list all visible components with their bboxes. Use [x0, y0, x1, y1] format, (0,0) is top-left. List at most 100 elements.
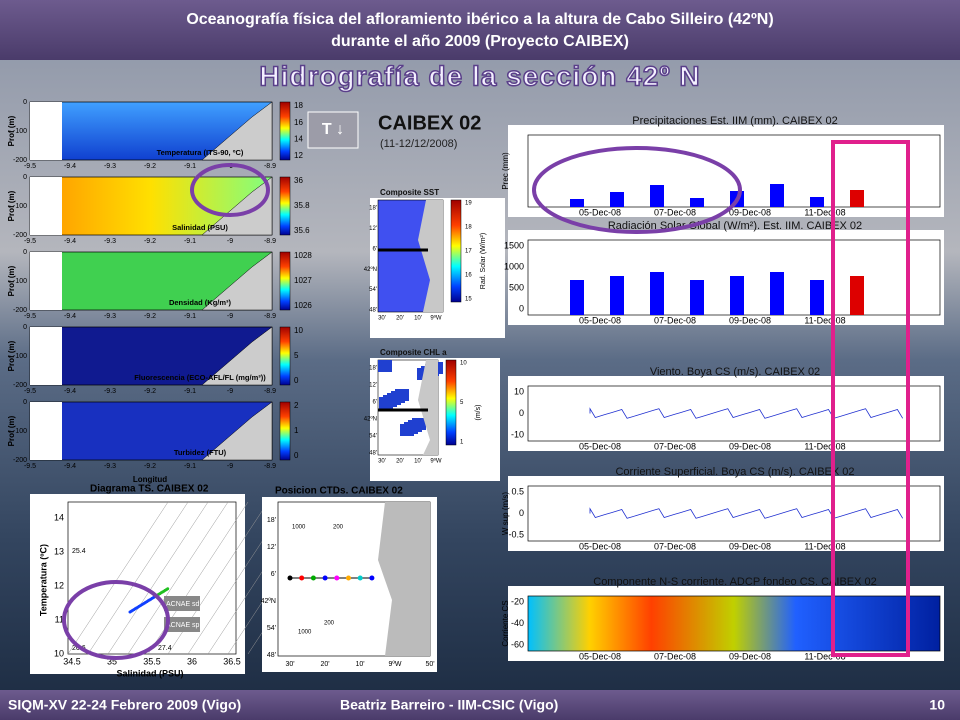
y-axis-label: Temperatura (ºC) [38, 544, 48, 616]
ts-panel-title: Precipitaciones Est. IIM (mm). CAIBEX 02 [632, 115, 837, 127]
x-tick-label: 07-Dec-08 [654, 315, 696, 325]
y-tick-label: -100 [13, 353, 27, 360]
x-tick-label: -8.9 [264, 238, 276, 245]
y-tick-label: 6' [271, 571, 276, 578]
y-tick-label: 0 [23, 99, 27, 106]
x-tick-label: 05-Dec-08 [579, 315, 621, 325]
ctd-station [346, 575, 351, 581]
x-tick-label: 50' [425, 661, 434, 668]
x-tick-label: 9ºW [388, 661, 401, 668]
cruise-name: CAIBEX 02 [378, 112, 481, 134]
bathymetry [201, 401, 273, 461]
header-line: durante el año 2009 (Proyecto CAIBEX) [331, 33, 629, 50]
x-tick-label: 07-Dec-08 [654, 541, 696, 551]
x-tick-label: 11-Dec-08 [804, 651, 845, 661]
colorbar-label: 5 [460, 400, 464, 406]
y-axis-label: Prof (m) [7, 340, 16, 371]
panel-title: Temperatura (ITS-90, ºC) [157, 148, 244, 157]
y-tick-label: 42ºN [364, 266, 377, 273]
colorbar [279, 401, 291, 461]
x-tick-label: 30' [285, 661, 294, 668]
y-tick-label: -100 [13, 278, 27, 285]
footer-center: Beatriz Barreiro - IIM-CSIC (Vigo) [340, 697, 558, 713]
y-tick-label: -200 [13, 232, 27, 239]
colorbar-label: 36 [294, 176, 303, 185]
y-axis-label: Prec (mm) [501, 152, 510, 190]
section-left-blank [30, 252, 62, 310]
x-tick-label: -9.1 [184, 463, 196, 470]
y-axis-label: Prof (m) [7, 190, 16, 221]
colorbar-label: 12 [294, 151, 303, 160]
isopycnal [67, 501, 169, 655]
y-tick-label: 0.5 [511, 486, 524, 496]
bathymetry [201, 101, 273, 161]
water-mass-label: ACNAE sd [166, 601, 200, 608]
x-tick-label: -9.4 [64, 238, 76, 245]
x-tick-label: -9.2 [144, 313, 156, 320]
x-tick-label: -8.9 [264, 313, 276, 320]
y-tick-label: 18' [369, 366, 377, 372]
colorbar-label: 5 [294, 351, 299, 360]
section-left-blank [30, 327, 62, 385]
water-mass-label: ACNAE sp [166, 622, 200, 629]
isopycnal [127, 501, 229, 655]
y-tick-label: -200 [13, 157, 27, 164]
y-tick-label: -20 [511, 596, 524, 606]
bathymetry [201, 251, 273, 311]
water-mass-box [164, 596, 200, 611]
x-tick-label: 10' [414, 316, 422, 322]
y-tick-label: 13 [54, 546, 64, 556]
panel-title: Salinidad (PSU) [172, 223, 228, 232]
bathymetry [201, 176, 273, 236]
x-tick-label: -8.9 [264, 463, 276, 470]
bar [610, 192, 624, 207]
colorbar [445, 359, 457, 446]
bar [850, 190, 864, 207]
isobath-label: 1000 [292, 525, 306, 531]
x-tick-label: -9.4 [64, 388, 76, 395]
colorbar-label: 18 [465, 225, 472, 231]
x-tick-label: 30' [378, 459, 386, 465]
coast [378, 502, 430, 656]
cruise-dates: (11-12/12/2008) [380, 138, 457, 150]
x-tick-label: 05-Dec-08 [579, 207, 621, 217]
map-patch [400, 424, 414, 436]
x-tick-label: 05-Dec-08 [579, 441, 621, 451]
x-tick-label: 30' [378, 316, 386, 322]
y-axis-label: Prof (m) [7, 415, 16, 446]
ts-point [166, 587, 170, 591]
ts-plot [67, 501, 237, 655]
y-tick-label: -200 [13, 307, 27, 314]
x-tick-label: 36 [187, 656, 197, 666]
x-tick-label: 35.5 [143, 656, 161, 666]
y-tick-label: -200 [13, 382, 27, 389]
colorbar-title: (m/s) [475, 405, 482, 421]
ts-panel-title: Componente N-S corriente. ADCP fondeo CS… [593, 576, 877, 588]
x-tick-label: 20' [320, 661, 329, 668]
y-tick-label: 12' [369, 383, 377, 389]
bar [730, 276, 744, 315]
x-tick-label: -9.3 [104, 388, 116, 395]
x-tick-label: -9.2 [144, 238, 156, 245]
y-tick-label: 48' [369, 451, 377, 457]
x-tick-label: 07-Dec-08 [654, 651, 696, 661]
ctd-title: Posicion CTDs. CAIBEX 02 [275, 486, 403, 497]
x-tick-label: 20' [396, 459, 404, 465]
x-tick-label: -9.3 [104, 463, 116, 470]
bar [810, 197, 824, 207]
x-tick-label: -9.1 [184, 313, 196, 320]
x-tick-label: 35 [107, 656, 117, 666]
colorbar-label: 2 [294, 401, 299, 410]
x-tick-label: -8.9 [264, 388, 276, 395]
ctd-station [322, 575, 328, 581]
trace [589, 407, 904, 419]
x-tick-label: -9.1 [184, 163, 196, 170]
colorbar-label: 15 [465, 297, 472, 303]
x-tick-label: 11-Dec-08 [804, 315, 845, 325]
ctd-station [299, 575, 305, 581]
x-tick-label: -9 [227, 463, 233, 470]
y-tick-label: 48' [267, 652, 276, 659]
x-tick-label: 11-Dec-08 [804, 207, 845, 217]
y-tick-label: 0 [519, 303, 524, 313]
bar [690, 280, 704, 315]
